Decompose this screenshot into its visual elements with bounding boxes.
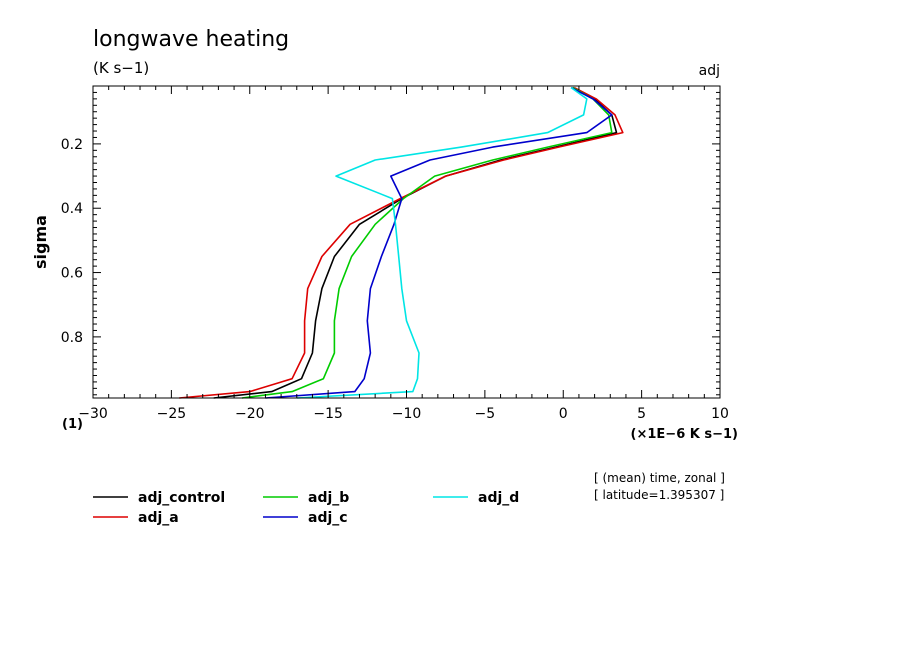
x-tick-label: 0	[559, 406, 568, 422]
plot-frame	[93, 86, 720, 398]
legend-label-adj-d: adj_d	[478, 490, 519, 506]
x-tick-label: −5	[475, 406, 496, 422]
x-axis: −30 −25 −20 −15 −10 −5 0 5 10	[78, 86, 729, 422]
series-line-adj-a	[179, 88, 623, 398]
chart: longwave heating (K s−1) adj sigma −30 −2…	[0, 0, 904, 654]
info-line-latitude: [ latitude=1.395307 ]	[594, 488, 724, 502]
x-tick-label: −20	[235, 406, 265, 422]
info-line-time: [ (mean) time, zonal ]	[594, 471, 725, 485]
x-tick-label: −10	[392, 406, 422, 422]
legend-label-adj-c: adj_c	[308, 510, 348, 526]
legend-label-adj-b: adj_b	[308, 490, 349, 506]
series-line-adj-control	[214, 88, 617, 398]
chart-units-label: (K s−1)	[93, 59, 149, 77]
y-axis-label: sigma	[31, 215, 50, 269]
legend-label-adj-control: adj_control	[138, 490, 225, 506]
chart-corner-label: adj	[699, 63, 720, 79]
x-tick-label: 5	[637, 406, 646, 422]
series-line-adj-b	[242, 88, 612, 398]
legend: adj_control adj_a adj_b adj_c adj_d	[93, 490, 519, 526]
y-tick-label: 0.2	[61, 137, 83, 153]
x-tick-label: 10	[711, 406, 729, 422]
y-tick-label: 0.8	[61, 330, 83, 346]
x-tick-label: −15	[313, 406, 343, 422]
corner-index-label: (1)	[62, 417, 83, 432]
series-line-adj-d	[297, 88, 587, 398]
y-tick-label: 0.4	[61, 201, 83, 217]
series-line-adj-c	[265, 88, 611, 398]
x-tick-label: −25	[157, 406, 187, 422]
legend-label-adj-a: adj_a	[138, 510, 179, 526]
y-tick-label: 0.6	[61, 266, 83, 282]
x-multiplier-label: (×1E−6 K s−1)	[631, 427, 738, 442]
series-group	[179, 88, 623, 398]
chart-title: longwave heating	[93, 27, 289, 52]
